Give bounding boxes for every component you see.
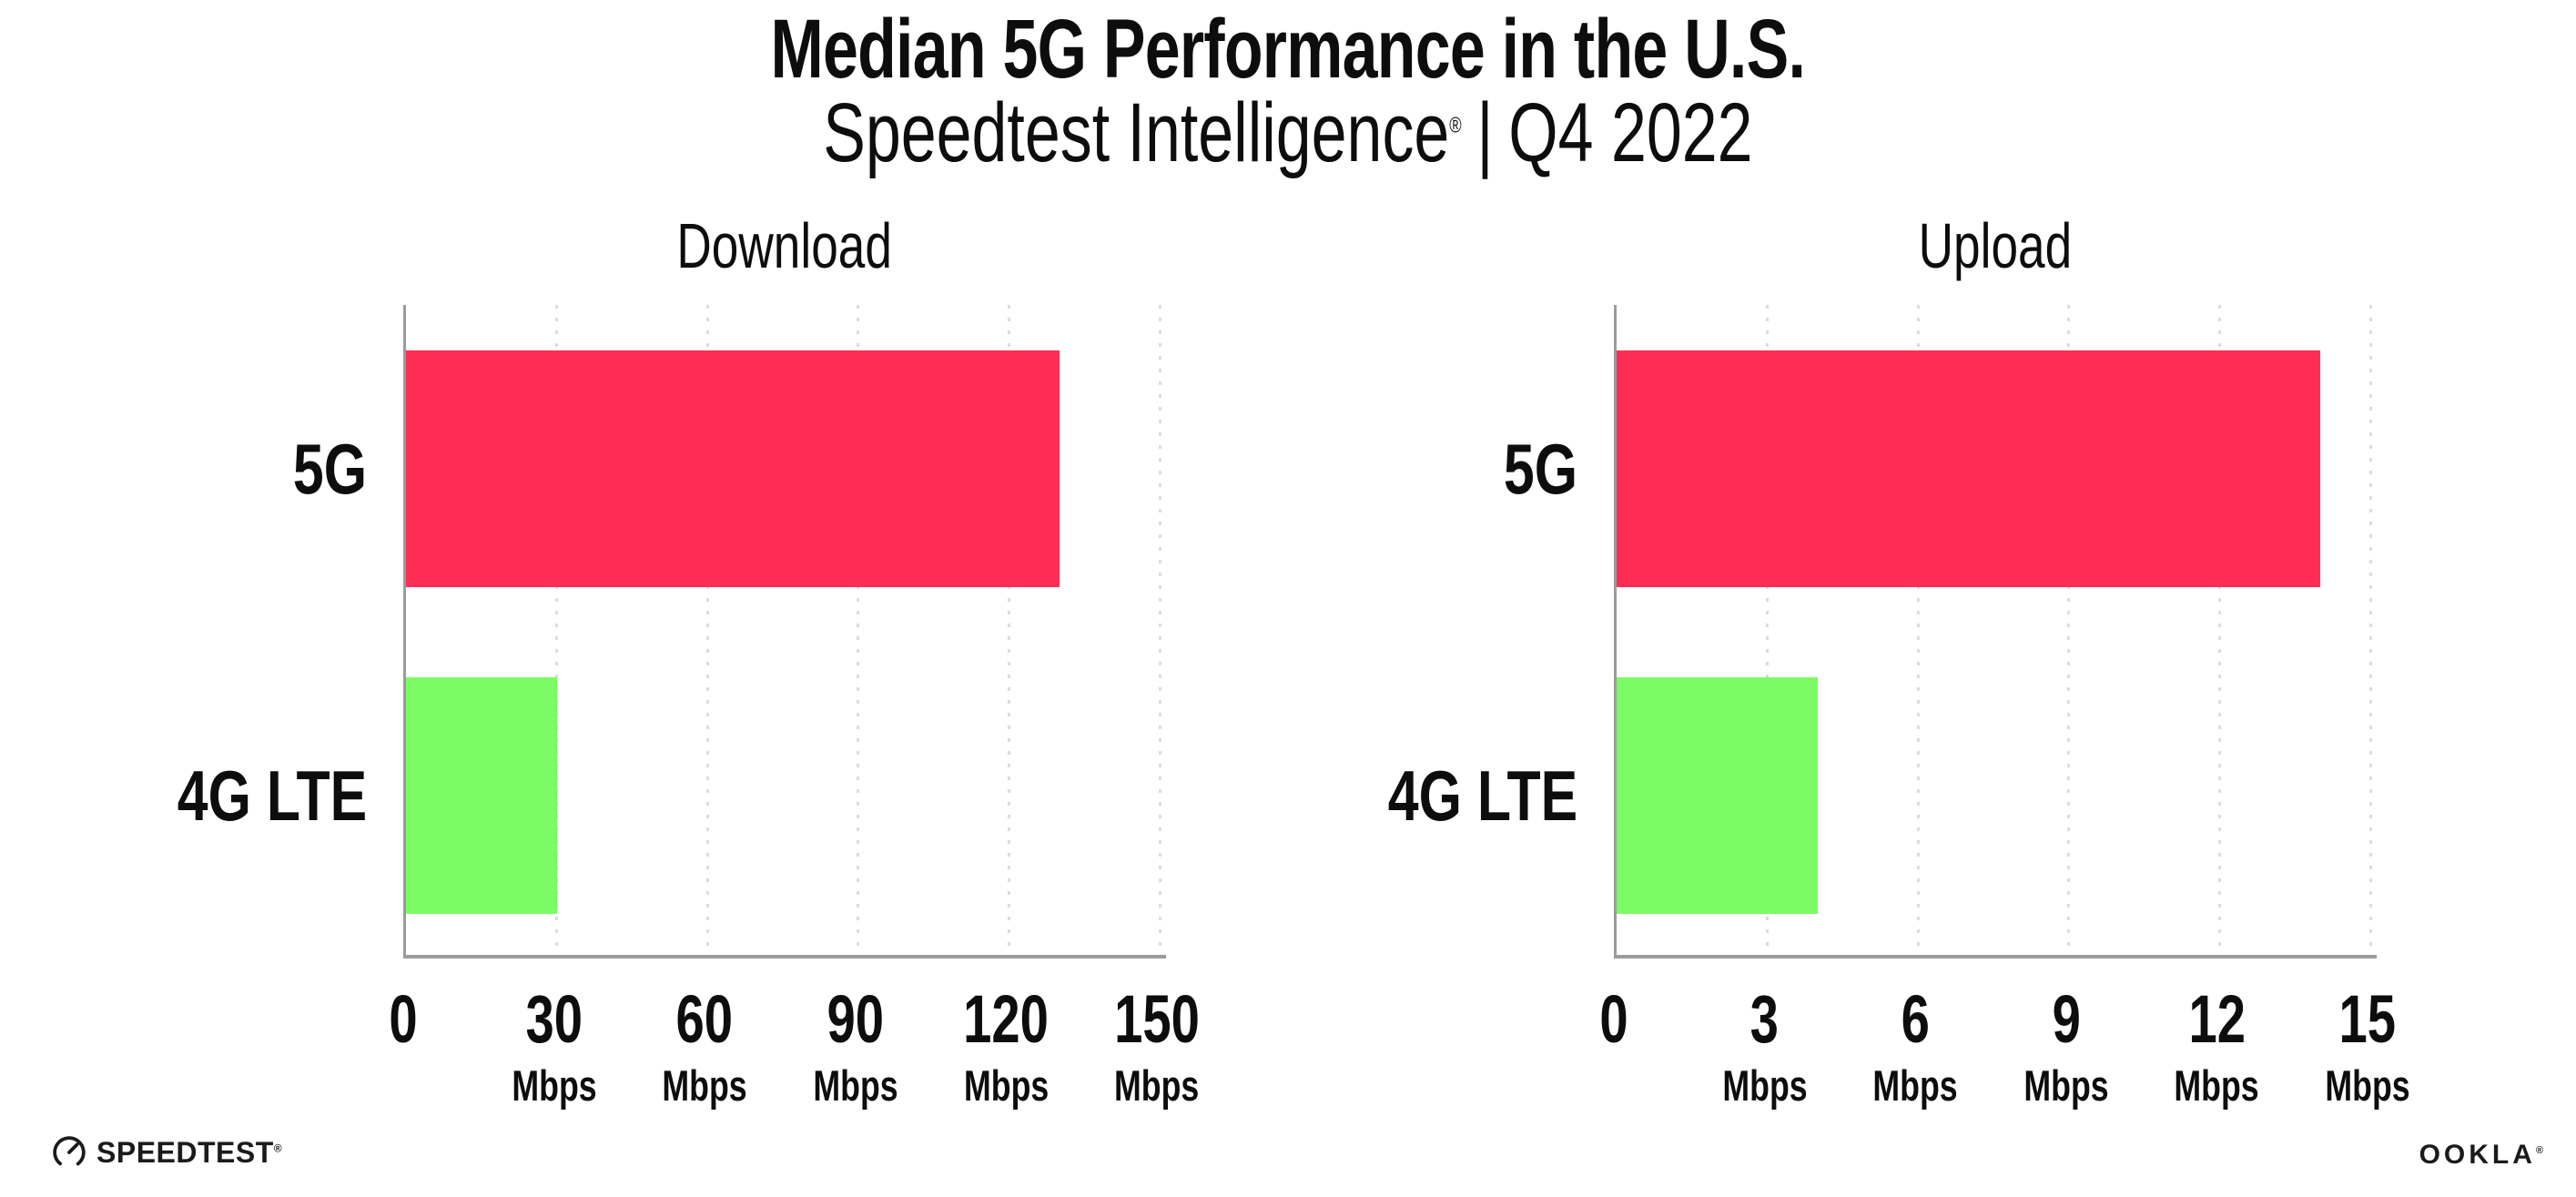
upload-plot-area — [1614, 305, 2377, 959]
bar-4g-lte — [1617, 676, 1818, 914]
x-tick-unit: Mbps — [813, 1061, 898, 1110]
x-tick-60: 60 Mbps — [649, 981, 761, 1110]
gridline-30 — [555, 305, 559, 955]
x-tick-150: 150 Mbps — [1100, 981, 1212, 1110]
gridline-12 — [2217, 305, 2221, 955]
speedtest-gauge-icon — [53, 1136, 86, 1169]
gridline-9 — [2067, 305, 2071, 955]
x-tick-unit: Mbps — [2325, 1061, 2410, 1110]
x-tick-unit: Mbps — [662, 1061, 747, 1110]
x-tick-unit: Mbps — [963, 1061, 1050, 1110]
x-tick-unit: Mbps — [1114, 1061, 1200, 1110]
subtitle-divider: | — [1476, 86, 1494, 179]
bar-4g-lte — [406, 676, 557, 914]
x-tick-unit: Mbps — [511, 1061, 597, 1110]
ookla-logo: OOKLA® — [2419, 1141, 2543, 1169]
x-tick-value: 12 — [2188, 981, 2246, 1057]
registered-mark: ® — [2535, 1145, 2543, 1156]
x-tick-unit: Mbps — [1721, 1061, 1808, 1110]
x-tick-30: 30 Mbps — [498, 981, 610, 1110]
gridline-15 — [2368, 305, 2372, 955]
subtitle-brand: Speedtest Intelligence — [823, 86, 1450, 179]
gridline-120 — [1007, 305, 1010, 955]
download-chart: Download 5G 4G LTE 0 30 Mbps 60 Mbps 90 Mbps 12… — [146, 214, 1204, 1138]
gridline-90 — [857, 305, 860, 955]
category-label-5g: 5G — [292, 428, 367, 509]
category-label-5g: 5G — [1503, 428, 1577, 509]
registered-mark: ® — [273, 1141, 283, 1155]
x-tick-value: 30 — [525, 981, 583, 1057]
x-tick-value: 60 — [675, 981, 734, 1057]
x-tick-15: 15 Mbps — [2312, 981, 2424, 1110]
x-tick-9: 9 Mbps — [2010, 981, 2122, 1110]
upload-x-axis: 0 3 Mbps 6 Mbps 9 Mbps 12 Mbps 15 Mbps — [1599, 981, 2409, 1136]
x-tick-value: 0 — [389, 981, 418, 1057]
download-x-axis: 0 30 Mbps 60 Mbps 90 Mbps 120 Mbps 150 Mbps — [389, 981, 1200, 1136]
x-tick-value: 0 — [1599, 981, 1628, 1057]
download-plot-area — [403, 305, 1166, 959]
upload-category-labels: 5G 4G LTE — [1356, 305, 1577, 959]
download-category-labels: 5G 4G LTE — [146, 305, 367, 959]
bar-5g — [1617, 350, 2320, 587]
subtitle-period: Q4 2022 — [1508, 86, 1753, 179]
speedtest-wordmark: SPEEDTEST® — [96, 1136, 283, 1169]
category-label-4g-lte: 4G LTE — [1387, 755, 1577, 836]
page-title: Median 5G Performance in the U.S. — [770, 3, 1806, 96]
bar-5g — [406, 350, 1060, 587]
x-tick-value: 3 — [1749, 981, 1780, 1057]
x-tick-value: 150 — [1114, 981, 1200, 1057]
x-tick-6: 6 Mbps — [1860, 981, 1972, 1110]
x-tick-value: 9 — [2052, 981, 2081, 1057]
page-subtitle: Speedtest Intelligence® | Q4 2022 — [0, 89, 2576, 178]
x-tick-120: 120 Mbps — [950, 981, 1062, 1110]
gridline-6 — [1916, 305, 1920, 955]
upload-chart: Upload 5G 4G LTE 0 3 Mbps 6 Mbps 9 Mbps 12 Mbps 1… — [1356, 214, 2415, 1138]
x-tick-value: 15 — [2338, 981, 2397, 1057]
x-tick-90: 90 Mbps — [799, 981, 911, 1110]
download-chart-title: Download — [676, 210, 893, 281]
x-tick-value: 90 — [827, 981, 885, 1057]
x-tick-value: 120 — [963, 981, 1050, 1057]
gridline-3 — [1766, 305, 1770, 955]
x-tick-value: 6 — [1901, 981, 1930, 1057]
x-tick-unit: Mbps — [2174, 1061, 2260, 1110]
gridline-150 — [1158, 305, 1161, 955]
x-tick-12: 12 Mbps — [2161, 981, 2273, 1110]
category-label-4g-lte: 4G LTE — [177, 755, 367, 836]
speedtest-logo: SPEEDTEST® — [51, 1134, 282, 1171]
x-tick-unit: Mbps — [1872, 1061, 1958, 1110]
x-tick-unit: Mbps — [2023, 1061, 2109, 1110]
x-tick-0: 0 — [1595, 986, 1632, 1053]
gridline-60 — [705, 305, 709, 955]
x-tick-3: 3 Mbps — [1709, 981, 1820, 1110]
upload-chart-title: Upload — [1918, 210, 2073, 281]
registered-mark: ® — [1449, 113, 1462, 138]
x-tick-0: 0 — [384, 986, 421, 1053]
ookla-wordmark: OOKLA — [2419, 1140, 2536, 1170]
